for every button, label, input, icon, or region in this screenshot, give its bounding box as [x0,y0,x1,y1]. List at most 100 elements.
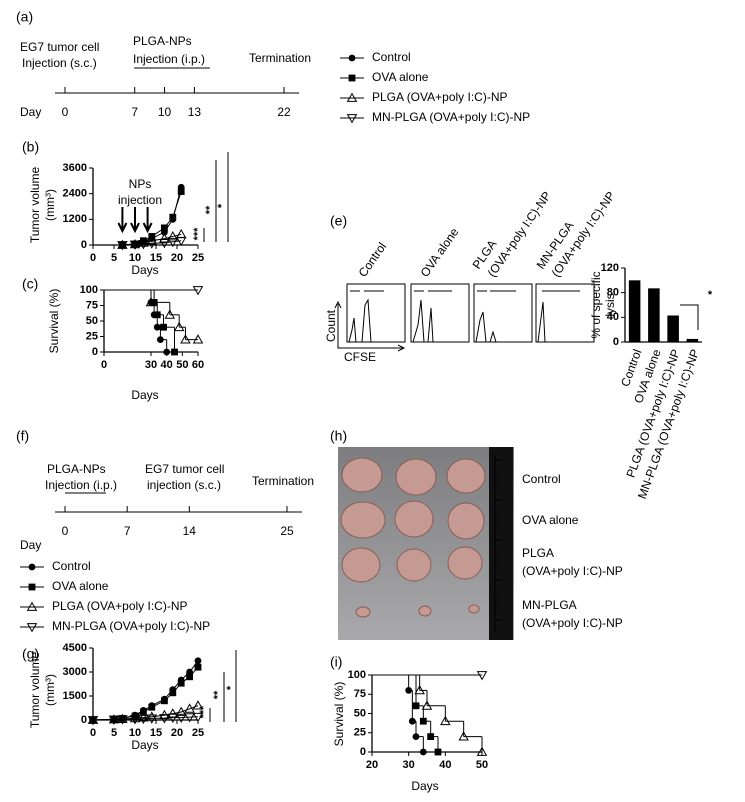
marker [419,748,427,756]
ruler [489,447,513,640]
marker [117,713,128,723]
annotation: EG7 tumor cell [20,40,99,54]
x-tick-label: 50 [176,359,188,371]
y-label: Survival (%) [332,682,346,747]
marker [138,712,149,722]
marker [192,334,204,344]
marker [148,703,156,711]
y-tick-label: 3600 [63,162,87,174]
x-tick-label: 5 [111,727,117,739]
panel-label: (f) [16,428,29,444]
legend-label: PLGA (OVA+poly I:C)-NP [52,599,188,613]
marker [175,713,187,724]
marker [161,697,168,705]
marker [157,336,164,343]
legend-marker [346,114,358,124]
significance: * [225,685,237,690]
annotation: Injection (s.c.) [22,56,97,70]
marker [159,714,170,724]
note: injection [118,193,162,207]
marker [153,311,161,319]
x-label: CFSE [344,350,376,364]
y-tick-label: 4500 [63,642,87,654]
marker [159,238,170,249]
panel-label: (h) [330,428,347,444]
y-tick-label: 75 [354,688,366,700]
marker [119,715,126,722]
tick-label: 13 [188,105,202,119]
marker [408,717,416,725]
y-label: lysis [603,293,617,316]
legend-marker [28,583,36,591]
legend-label: OVA alone [372,70,429,84]
marker [167,708,179,718]
histogram [412,299,434,343]
legend-label: OVA alone [52,579,109,593]
annotation: PLGA-NPs [47,462,106,476]
marker [414,684,425,695]
marker [186,673,193,681]
marker [458,731,469,741]
marker [146,239,158,249]
marker [163,348,171,356]
legend-marker [346,92,358,102]
significance: *** [192,227,204,241]
marker [140,708,147,716]
bracket [680,304,699,330]
annotation: injection (s.c.) [147,478,221,492]
y-tick-label: 2400 [63,188,87,200]
axis-label: Day [20,105,41,119]
legend-marker [26,623,38,633]
x-tick-label: 0 [90,727,96,739]
marker [108,715,120,725]
marker [427,733,435,740]
row-label: PLGA [522,546,554,560]
marker [180,334,191,344]
series-line [122,240,182,246]
y-tick-label: 0 [613,336,619,348]
bar [628,280,641,342]
x-tick-label: 40 [439,759,451,771]
marker [145,296,157,307]
marker [138,240,149,250]
marker [175,706,187,716]
marker [192,700,204,710]
legend-marker [28,563,36,571]
marker [129,238,141,249]
y-label: % of specific [589,271,603,338]
legend-label: PLGA (OVA+poly I:C)-NP [372,90,508,104]
y-label: (mm³) [43,674,57,706]
legend-label: Control [372,50,411,64]
histogram [475,311,497,343]
y-label: Count [324,309,338,342]
x-tick-label: 10 [129,252,141,264]
marker [117,241,128,251]
marker [138,714,149,725]
marker [146,711,158,721]
marker [117,715,128,725]
y-tick-label: 0 [92,346,98,358]
y-tick-label: 80 [607,287,619,299]
annotation: Injection (i.p.) [133,52,205,66]
y-label: Survival (%) [47,289,61,354]
y-tick-label: 75 [86,299,98,311]
marker [129,240,141,250]
tick-label: 0 [62,105,69,119]
y-tick-label: 1500 [63,690,87,702]
tick-label: 22 [277,105,291,119]
marker [175,236,187,247]
x-tick-label: 0 [101,359,107,371]
annotation: Termination [252,474,314,488]
flow-box [410,283,470,343]
y-label: (mm³) [43,189,57,221]
marker [161,224,168,232]
x-tick-label: 50 [476,759,488,771]
marker [171,348,178,356]
marker [177,188,185,195]
arrow-head [334,300,406,352]
x-tick-label: 10 [129,727,141,739]
column-header: Control [356,240,390,280]
marker [167,231,179,241]
significance: * [708,289,713,301]
marker [169,689,177,697]
